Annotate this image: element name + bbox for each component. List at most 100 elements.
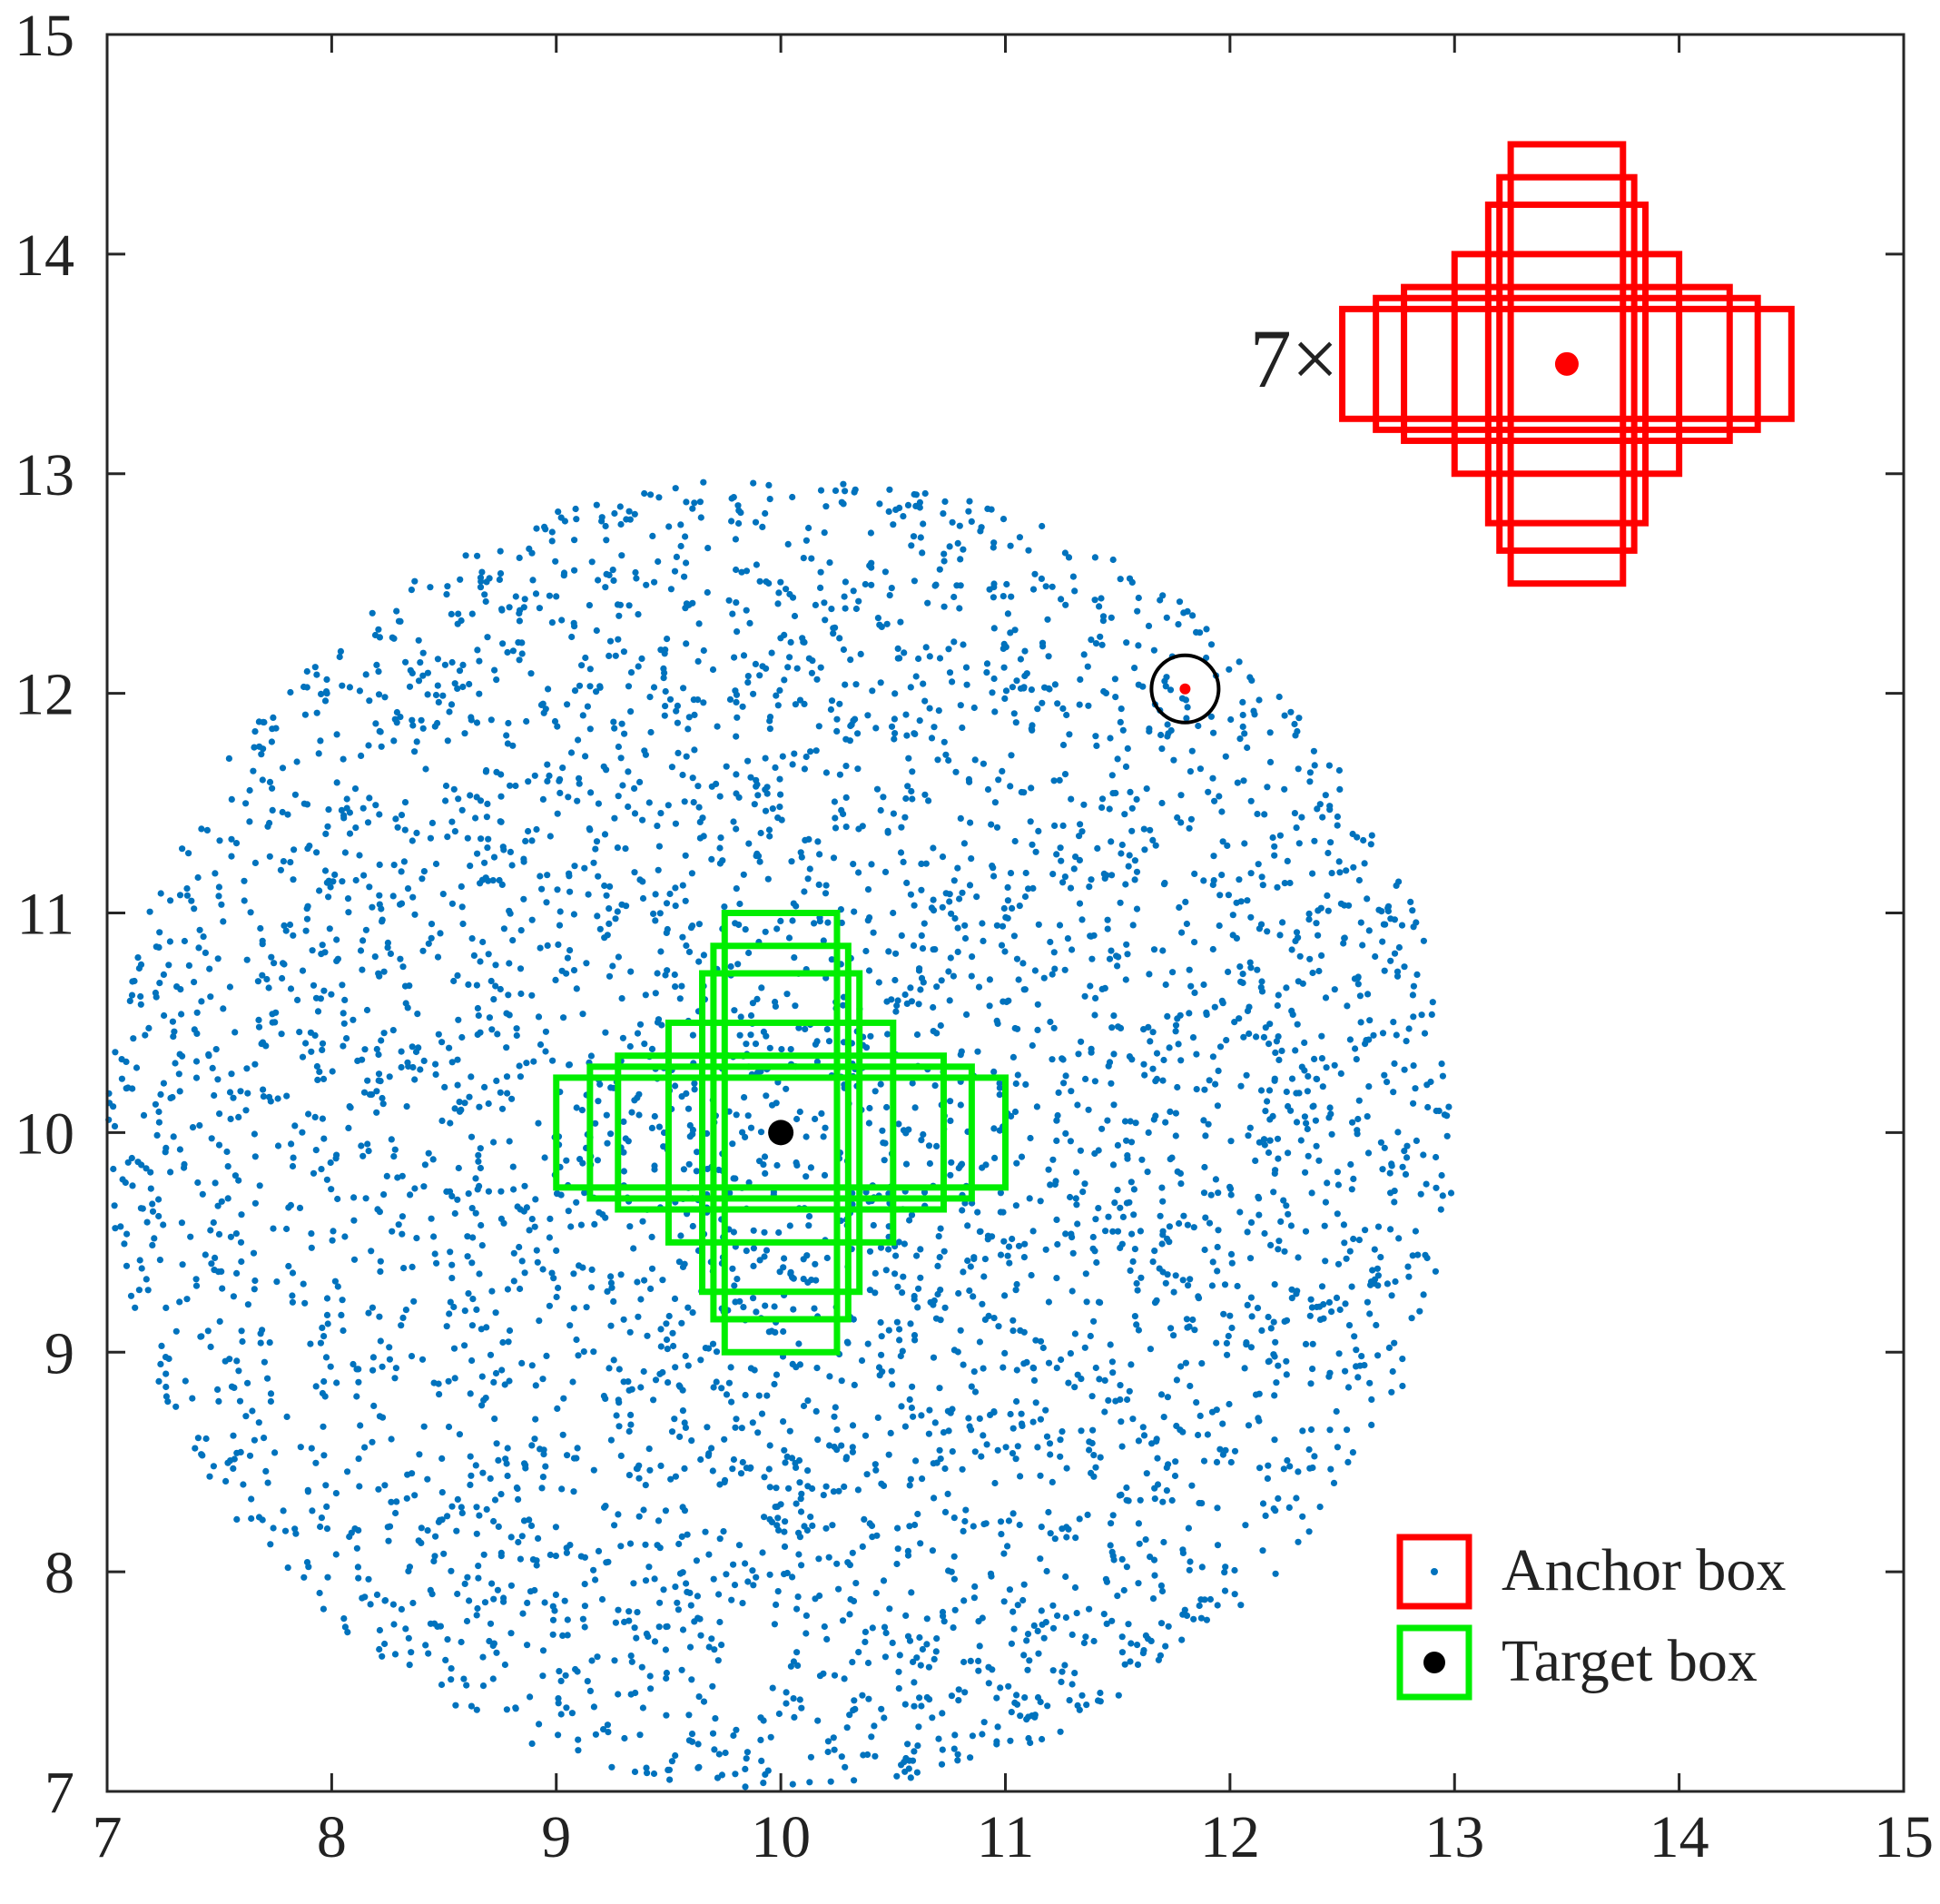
scatter-point [1133, 1321, 1140, 1328]
scatter-point [1313, 1142, 1320, 1149]
scatter-point [716, 793, 724, 800]
scatter-point [906, 1396, 913, 1403]
scatter-point [596, 925, 604, 932]
scatter-point [390, 1621, 398, 1628]
scatter-point [850, 587, 857, 595]
scatter-point [1092, 1364, 1099, 1372]
scatter-point [607, 1273, 615, 1280]
scatter-point [929, 1714, 936, 1721]
scatter-point [1349, 1119, 1356, 1126]
scatter-point [901, 814, 909, 821]
scatter-point [417, 659, 424, 666]
scatter-point [615, 953, 623, 961]
scatter-point [503, 1073, 511, 1080]
scatter-point [1280, 1197, 1287, 1204]
scatter-point [615, 1399, 623, 1406]
scatter-point [375, 626, 382, 633]
scatter-point [448, 818, 456, 825]
scatter-point [1111, 1199, 1118, 1207]
scatter-point [1006, 1586, 1013, 1593]
scatter-point [162, 1383, 170, 1391]
scatter-point [487, 977, 495, 985]
scatter-point [590, 1703, 598, 1711]
scatter-point [669, 1329, 676, 1337]
scatter-point [291, 846, 298, 853]
scatter-point [484, 844, 491, 852]
scatter-point [1164, 1012, 1171, 1020]
scatter-point [161, 1011, 168, 1020]
scatter-point [644, 1770, 651, 1777]
scatter-point [1172, 1028, 1179, 1035]
scatter-point [788, 858, 795, 865]
scatter-point [1211, 797, 1218, 804]
scatter-point [127, 1292, 135, 1299]
scatter-point [757, 1736, 764, 1743]
scatter-point [822, 769, 831, 776]
scatter-point [1266, 729, 1274, 736]
scatter-point [316, 887, 323, 894]
scatter-point [483, 578, 490, 586]
scatter-point [935, 1233, 942, 1240]
scatter-point [1318, 952, 1325, 959]
scatter-point [463, 1682, 470, 1689]
scatter-point [473, 982, 481, 989]
scatter-point [815, 1555, 822, 1563]
scatter-point [411, 1185, 419, 1192]
scatter-point [901, 1423, 910, 1430]
scatter-point [1259, 1500, 1267, 1507]
scatter-point [1257, 1087, 1265, 1094]
scatter-point [694, 1149, 701, 1156]
scatter-point [281, 1527, 290, 1534]
scatter-point [610, 577, 617, 585]
scatter-point [324, 823, 331, 830]
scatter-point [578, 662, 586, 669]
scatter-point [1343, 1255, 1350, 1262]
scatter-point [339, 682, 346, 689]
target-box-2 [710, 942, 852, 1323]
scatter-point [901, 649, 908, 656]
scatter-point [795, 1456, 803, 1465]
scatter-point [733, 1726, 740, 1733]
scatter-point [662, 1646, 670, 1653]
scatter-point [794, 1662, 802, 1669]
scatter-point [1392, 1278, 1399, 1286]
scatter-point [1157, 1391, 1166, 1398]
scatter-point [376, 892, 383, 899]
scatter-point [975, 1657, 982, 1664]
scatter-point [917, 1246, 924, 1253]
scatter-point [628, 1109, 635, 1116]
scatter-point [1367, 841, 1374, 848]
scatter-point [695, 958, 703, 965]
scatter-point [549, 1603, 556, 1610]
scatter-point [660, 675, 667, 682]
scatter-point [312, 1459, 320, 1466]
scatter-point [332, 1551, 340, 1558]
scatter-point [375, 668, 382, 676]
scatter-point [642, 1541, 649, 1548]
scatter-point [552, 557, 559, 565]
scatter-point [769, 1101, 776, 1109]
scatter-point [563, 1704, 570, 1712]
scatter-point [574, 1668, 581, 1675]
scatter-point [655, 843, 664, 850]
scatter-point [1215, 1067, 1222, 1074]
scatter-point [1193, 1086, 1200, 1093]
scatter-point [1133, 795, 1140, 804]
scatter-point [1024, 1666, 1031, 1673]
scatter-point [1267, 1325, 1275, 1332]
scatter-point [1127, 1267, 1134, 1274]
target-box-3 [699, 970, 863, 1296]
scatter-point [948, 1159, 955, 1166]
x-tick-label: 12 [1200, 1804, 1260, 1870]
scatter-point [989, 863, 996, 870]
scatter-point [538, 1485, 546, 1492]
scatter-point [716, 844, 724, 852]
scatter-point [648, 1124, 656, 1131]
scatter-point [596, 1080, 604, 1088]
scatter-point [1056, 922, 1064, 929]
scatter-point [648, 1265, 656, 1272]
scatter-point [614, 908, 621, 915]
scatter-point [419, 649, 427, 656]
scatter-point [381, 1597, 389, 1604]
scatter-point [697, 1632, 704, 1639]
